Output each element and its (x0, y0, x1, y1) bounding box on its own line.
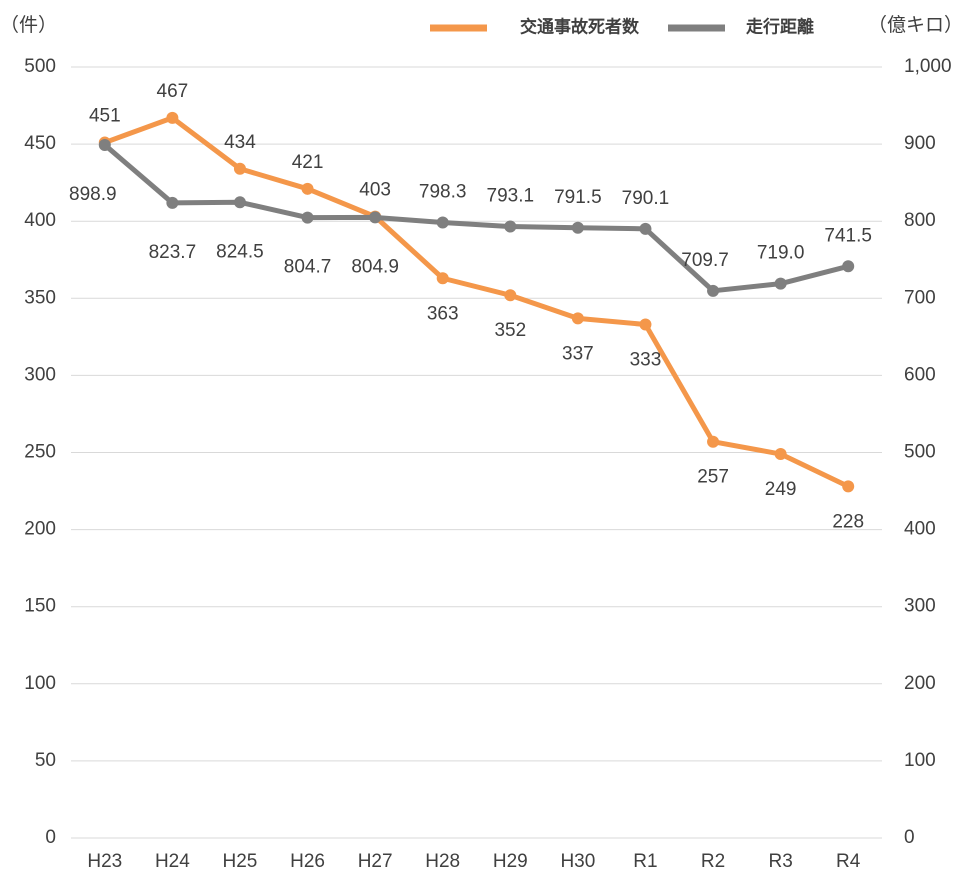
data-label: 741.5 (824, 225, 872, 246)
series-point (707, 435, 720, 448)
data-label: 451 (89, 106, 121, 127)
y2-tick-label: 1,000 (904, 56, 952, 77)
data-label: 798.3 (419, 182, 467, 203)
series-line (103, 143, 849, 294)
x-tick-label: H24 (155, 851, 190, 872)
data-label: 804.9 (351, 256, 399, 277)
legend-label: 走行距離 (746, 16, 814, 36)
data-label: 790.1 (622, 188, 670, 209)
y2-tick-label: 800 (904, 210, 936, 231)
data-label: 249 (765, 479, 797, 500)
y2-tick-label: 700 (904, 287, 936, 308)
data-label: 793.1 (487, 186, 535, 207)
series-point (233, 162, 246, 175)
data-label: 421 (292, 152, 324, 173)
series-point (774, 277, 787, 290)
y2-axis-unit: （億キロ） (868, 14, 963, 36)
data-label: 434 (224, 132, 256, 153)
x-tick-label: H26 (290, 851, 325, 872)
data-label: 709.7 (681, 250, 729, 271)
y2-tick-label: 900 (904, 133, 936, 154)
y-tick-label: 250 (24, 442, 56, 463)
data-label: 363 (427, 303, 459, 324)
series-point (639, 222, 652, 235)
x-tick-label: R4 (836, 851, 861, 872)
x-tick-label: R2 (701, 851, 725, 872)
series-point (842, 480, 855, 493)
y-tick-label: 0 (45, 827, 56, 848)
series-point (774, 448, 787, 461)
y2-tick-label: 500 (904, 442, 936, 463)
series-point (98, 138, 111, 151)
series-point (166, 196, 179, 209)
series-point (571, 221, 584, 234)
y-tick-label: 500 (24, 56, 56, 77)
y-tick-label: 450 (24, 133, 56, 154)
data-label: 257 (697, 467, 729, 488)
y-tick-label: 400 (24, 210, 56, 231)
series-point (504, 220, 517, 233)
x-tick-label: H29 (493, 851, 528, 872)
legend-label: 交通事故死者数 (520, 16, 640, 36)
y-tick-label: 150 (24, 596, 56, 617)
x-tick-label: H27 (358, 851, 393, 872)
data-label: 823.7 (149, 242, 197, 263)
y2-tick-label: 200 (904, 673, 936, 694)
y2-tick-label: 400 (904, 519, 936, 540)
y2-tick-label: 100 (904, 750, 936, 771)
series-point (571, 312, 584, 325)
data-label: 403 (359, 180, 391, 201)
y-tick-label: 200 (24, 519, 56, 540)
data-label: 333 (630, 350, 662, 371)
data-label: 467 (157, 81, 189, 102)
series-point (166, 111, 179, 124)
series-point (436, 272, 449, 285)
y-tick-label: 50 (35, 750, 56, 771)
x-tick-label: H23 (87, 851, 122, 872)
y2-tick-label: 600 (904, 364, 936, 385)
y-tick-label: 300 (24, 364, 56, 385)
data-label: 824.5 (216, 241, 264, 262)
x-tick-label: H30 (560, 851, 595, 872)
series-point (436, 216, 449, 229)
x-tick-label: H28 (425, 851, 460, 872)
y2-tick-label: 0 (904, 827, 915, 848)
series-point (233, 196, 246, 209)
series-point (301, 211, 314, 224)
x-tick-label: H25 (223, 851, 258, 872)
data-label: 804.7 (284, 257, 332, 278)
series-point (707, 284, 720, 297)
x-tick-label: R3 (768, 851, 792, 872)
series-point (301, 182, 314, 195)
series-point (842, 260, 855, 273)
series-line (103, 115, 850, 489)
x-tick-label: R1 (633, 851, 657, 872)
data-label: 898.9 (69, 184, 117, 205)
y-axis-unit: （件） (0, 14, 57, 36)
series-point (369, 211, 382, 224)
y-tick-label: 100 (24, 673, 56, 694)
y-tick-label: 350 (24, 287, 56, 308)
data-label: 337 (562, 343, 594, 364)
data-label: 228 (832, 511, 864, 532)
data-label: 791.5 (554, 187, 602, 208)
series-point (504, 289, 517, 302)
data-label: 719.0 (757, 243, 805, 264)
y2-tick-label: 300 (904, 596, 936, 617)
series-point (639, 318, 652, 331)
data-label: 352 (494, 320, 526, 341)
